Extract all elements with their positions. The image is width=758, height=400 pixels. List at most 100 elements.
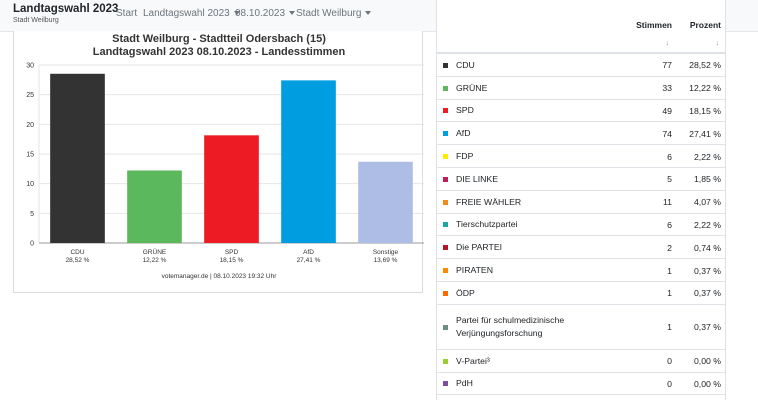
x-tick-label: CDU (70, 249, 84, 256)
y-tick-label: 20 (26, 122, 34, 129)
nav-start-label: Start (116, 8, 138, 19)
chevron-down-icon (365, 11, 372, 16)
percent-cell: 0,00 % (693, 356, 721, 367)
party-name: AfD (456, 128, 471, 139)
votes-cell: 6 (667, 219, 672, 230)
party-name: GRÜNE (456, 82, 488, 93)
y-tick-label: 10 (26, 181, 34, 188)
party-name-line: Verjüngungsforschung (456, 328, 543, 339)
chart-title-line2: Landtagswahl 2023 08.10.2023 - Landessti… (92, 46, 346, 58)
party-color-swatch (443, 358, 448, 364)
bar-value-label: 27,41 % (297, 257, 321, 264)
party-color-swatch (443, 199, 448, 205)
party-name: FDP (456, 151, 474, 162)
results-table: Stimmen Prozent ↓ ↓ CDU 77 28,52 % GRÜNE 33 1… (436, 0, 726, 400)
bar-value-label: 12,22 % (143, 257, 167, 264)
chevron-down-icon (289, 11, 296, 16)
party-color-swatch (443, 324, 448, 330)
table-row: Partei für schulmedizinische Verjüngungsf… (437, 305, 725, 350)
party-name-line: Partei für schulmedizinische (456, 315, 565, 326)
table-row: SPD 49 18,15 % (437, 100, 725, 123)
bar-value-label: 28,52 % (66, 257, 90, 264)
party-color-swatch (443, 176, 448, 182)
party-name: PIRATEN (456, 265, 494, 276)
party-color-swatch (443, 131, 448, 137)
nav-municipality-dropdown[interactable]: Stadt Weilburg (296, 8, 372, 19)
percent-cell: 27,41 % (689, 128, 721, 139)
nav-election-label: Landtagswahl 2023 (143, 8, 230, 19)
votes-cell: 1 (667, 288, 672, 299)
percent-cell: 0,37 % (693, 265, 721, 276)
percent-cell: 1,85 % (693, 174, 721, 185)
party-name: Tierschutzpartei (456, 219, 518, 230)
bar-afd (281, 80, 336, 243)
y-tick-label: 25 (26, 92, 34, 99)
column-header-percent[interactable]: Prozent (689, 20, 721, 30)
votes-cell: 1 (667, 265, 672, 276)
nav-date-label: 08.10.2023 (235, 8, 286, 19)
votes-cell: 1 (667, 322, 672, 333)
bar-value-label: 18,15 % (220, 257, 244, 264)
party-color-swatch (443, 268, 448, 274)
y-tick-label: 0 (30, 241, 34, 248)
party-name: ÖDP (456, 287, 475, 298)
votes-cell: 74 (662, 128, 672, 139)
votes-cell: 49 (662, 105, 672, 116)
chart-card: Stadt Weilburg - Stadtteil Odersbach (15… (13, 31, 424, 293)
nav-start[interactable]: Start (116, 8, 137, 19)
sort-arrow-icon[interactable]: ↓ (715, 40, 720, 47)
column-header-votes[interactable]: Stimmen (636, 20, 672, 30)
table-row: Tierschutzpartei 6 2,22 % (437, 214, 725, 237)
party-color-swatch (443, 85, 448, 91)
x-tick-label: GRÜNE (143, 248, 167, 256)
votes-cell: 33 (662, 83, 672, 94)
table-header-divider (437, 52, 725, 54)
x-tick-label: Sonstige (373, 249, 399, 256)
bar-spd (204, 135, 259, 243)
nav-election-dropdown[interactable]: Landtagswahl 2023 (143, 8, 240, 19)
table-row: FDP 6 2,22 % (437, 145, 725, 168)
party-color-swatch (443, 154, 448, 160)
y-tick-label: 15 (26, 152, 34, 159)
table-row: V-Partei³ 0 0,00 % (437, 350, 725, 373)
percent-cell: 12,22 % (689, 83, 721, 94)
votes-cell: 11 (662, 197, 672, 208)
table-row: GRÜNE 33 12,22 % (437, 77, 725, 100)
nav-date-dropdown[interactable]: 08.10.2023 (235, 8, 296, 19)
votes-cell: 0 (667, 356, 672, 367)
chart-title-line1: Stadt Weilburg - Stadtteil Odersbach (15… (112, 33, 326, 45)
percent-cell: 0,74 % (693, 242, 721, 253)
bar-cdu (50, 73, 105, 243)
party-name: DIE LINKE (456, 173, 499, 184)
percent-cell: 0,00 % (693, 378, 721, 389)
votes-cell: 2 (667, 242, 672, 253)
percent-cell: 0,37 % (693, 322, 721, 333)
brand-subtitle: Stadt Weilburg (13, 17, 59, 24)
percent-cell: 18,15 % (689, 105, 721, 116)
party-name: Partei für schulmedizinische Verjüngungsf… (456, 314, 564, 340)
bar-sonstige (358, 161, 413, 243)
brand-title[interactable]: Landtagswahl 2023 (13, 3, 119, 15)
table-row: CDU 77 28,52 % (437, 54, 725, 77)
table-row: DIE LINKE 5 1,85 % (437, 168, 725, 191)
x-tick-label: SPD (225, 249, 239, 256)
table-row: PdH 0 0,00 % (437, 373, 725, 396)
party-name: Die PARTEI (456, 242, 503, 253)
votes-cell: 0 (667, 378, 672, 389)
party-name: FREIE WÄHLER (456, 196, 522, 207)
y-tick-label: 5 (30, 211, 34, 218)
party-color-swatch (443, 108, 448, 114)
party-name: PdH (456, 378, 473, 389)
table-row: PIRATEN 1 0,37 % (437, 259, 725, 282)
party-color-swatch (443, 222, 448, 228)
votes-cell: 77 (662, 60, 672, 71)
bar-value-label: 13,69 % (374, 257, 398, 264)
brand[interactable]: Landtagswahl 2023 Stadt Weilburg (13, 3, 118, 26)
table-row: ABG00,00 % (437, 395, 725, 400)
party-name: CDU (456, 59, 475, 70)
percent-cell: 0,37 % (693, 288, 721, 299)
party-color-swatch (443, 245, 448, 251)
sort-arrow-icon[interactable]: ↓ (665, 40, 670, 47)
percent-cell: 2,22 % (693, 151, 721, 162)
